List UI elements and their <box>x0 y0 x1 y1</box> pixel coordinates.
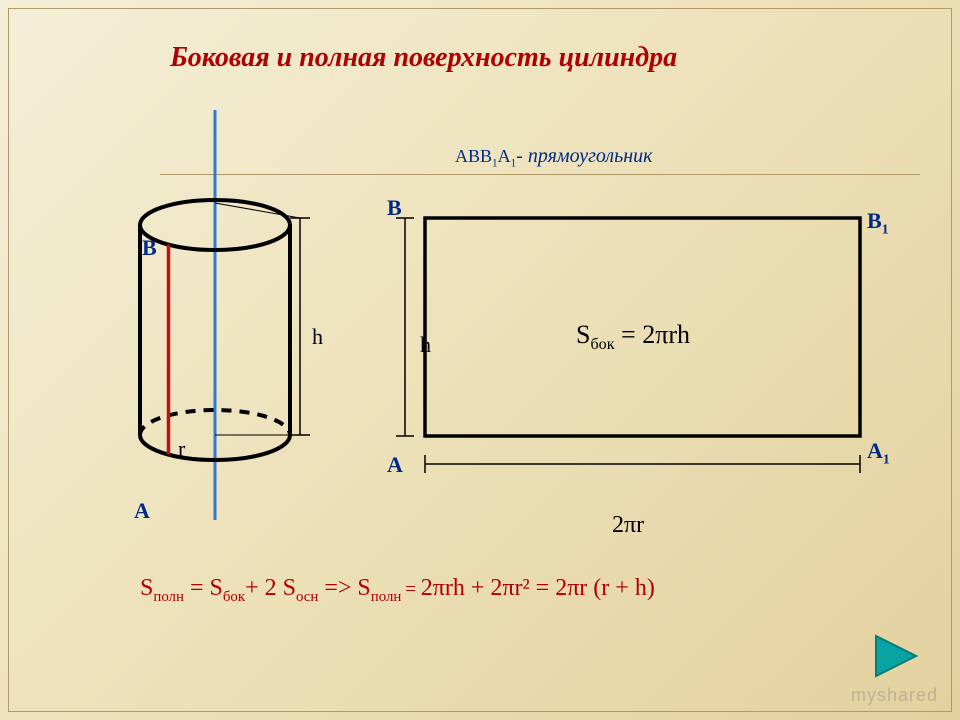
watermark: myshared <box>851 685 938 706</box>
label-cylinder-A: A <box>134 498 150 524</box>
label-cylinder-B: B <box>142 235 157 261</box>
label-rect-B: B <box>387 195 402 221</box>
label-cylinder-r: r <box>178 436 185 462</box>
label-rect-B1: B1 <box>867 208 889 237</box>
label-cylinder-h: h <box>312 324 323 350</box>
label-rect-A1: A1 <box>867 438 890 467</box>
diagram-svg <box>0 0 960 720</box>
slide-root: Боковая и полная поверхность цилиндра AB… <box>0 0 960 720</box>
label-rect-2pir: 2πr <box>612 512 644 539</box>
label-rect-h: h <box>420 332 431 358</box>
next-slide-button[interactable] <box>872 632 920 680</box>
formula-s-bok: Sбок = 2πrh <box>576 320 690 354</box>
play-icon <box>872 632 920 680</box>
label-rect-A: A <box>387 452 403 478</box>
formula-s-full: Sполн = Sбок+ 2 Sосн => Sполн = 2πrh + 2… <box>140 575 655 606</box>
